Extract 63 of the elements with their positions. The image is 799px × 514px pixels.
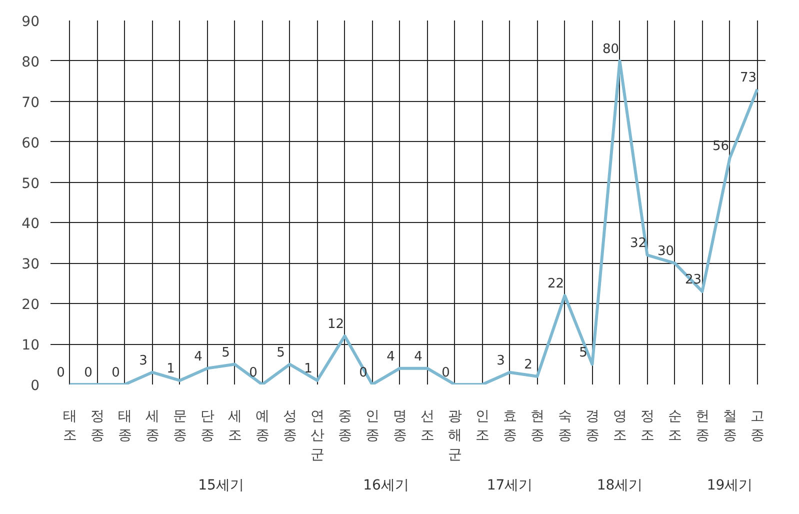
data-label: 5: [276, 345, 285, 360]
text: 15세기: [198, 478, 244, 494]
y-tick-label: 60: [22, 135, 40, 152]
x-tick-label: 현종: [530, 408, 544, 444]
x-tick-label: 숙종: [558, 408, 572, 444]
x-tick-label: 광해군: [448, 408, 462, 463]
x-tick-label: 단종: [200, 408, 214, 444]
x-tick-label: 문종: [172, 408, 187, 444]
y-tick-label: 50: [22, 176, 40, 192]
data-label: 0: [442, 366, 450, 380]
data-label: 80: [602, 42, 620, 57]
data-label: 4: [386, 349, 395, 364]
data-label: 1: [166, 361, 175, 376]
x-tick-label: 중종: [338, 408, 352, 444]
data-label: 12: [327, 316, 344, 332]
x-tick-label: 태종: [118, 408, 132, 444]
data-label: 3: [496, 353, 505, 368]
x-tick-label: 선조: [420, 408, 434, 444]
x-tick-label: 정조: [640, 408, 654, 444]
x-tick-label: 연산군: [310, 408, 324, 463]
y-tick-label: 70: [22, 94, 40, 111]
data-label: 1: [304, 361, 312, 376]
x-tick-label: 정종: [90, 408, 104, 444]
text: 16세기: [363, 478, 409, 494]
x-tick-label: 철종: [722, 408, 737, 444]
text: 18세기: [596, 478, 643, 494]
line-series: [68, 59, 759, 384]
x-tick-label: 세조: [228, 408, 242, 444]
x-tick-label: 영조: [612, 408, 627, 444]
x-tick-label: 인조: [475, 408, 490, 444]
y-tick-label: 10: [22, 338, 40, 354]
x-tick-label: 순조: [668, 408, 682, 444]
x-tick-label: 명종: [392, 408, 407, 444]
data-label: 4: [194, 349, 202, 364]
x-tick-label: 태조: [62, 408, 77, 444]
y-tick-label: 90: [22, 14, 40, 30]
data-label: 5: [579, 345, 588, 360]
x-tick-label: 성종: [282, 408, 297, 444]
data-label: 3: [139, 353, 148, 368]
x-tick-label: 헌종: [695, 408, 710, 444]
x-tick-label: 인종: [365, 408, 380, 444]
x-tick-label: 세종: [145, 408, 160, 444]
data-label: 4: [414, 349, 422, 364]
text: 17세기: [486, 478, 533, 494]
y-tick-label: 20: [22, 297, 40, 314]
text: 19세기: [706, 478, 753, 494]
y-tick-label: 0: [30, 378, 40, 394]
data-label: 22: [547, 276, 564, 292]
data-label: 5: [222, 345, 230, 360]
data-label: 56: [712, 139, 730, 154]
data-label: 73: [740, 70, 757, 86]
data-label: 2: [524, 357, 532, 372]
x-tick-label: 고종: [750, 408, 764, 444]
data-label: 0: [84, 366, 92, 380]
x-tick-label: 경종: [585, 408, 600, 444]
data-label: 0: [112, 366, 120, 380]
data-label: 0: [56, 366, 65, 380]
x-tick-label: 효종: [502, 408, 517, 444]
data-label: 30: [657, 244, 674, 260]
y-tick-label: 30: [22, 256, 40, 273]
y-tick-label: 40: [22, 216, 40, 232]
x-tick-label: 예종: [255, 408, 270, 444]
y-tick-label: 80: [22, 54, 40, 70]
